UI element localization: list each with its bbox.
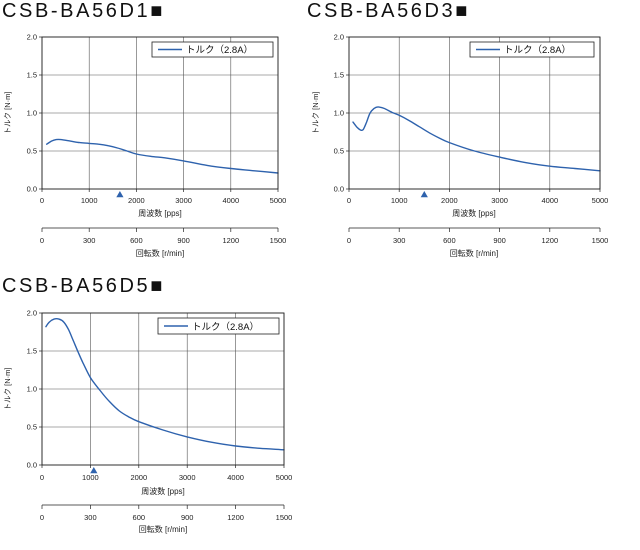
y-tick-label: 0.5 xyxy=(27,147,37,156)
plot-marks: 0.0 0.5 1.0 1.5 2.0 0 1000 2000 3000 4000 5000 0 300… xyxy=(27,309,293,522)
x-tick-label: 3000 xyxy=(491,196,508,205)
plot-frame xyxy=(41,36,279,190)
torque-curve xyxy=(45,318,285,451)
y-tick-label: 1.5 xyxy=(27,347,37,356)
x-tick-label: 0 xyxy=(347,196,351,205)
legend-label: トルク（2.8A） xyxy=(504,44,571,56)
x-tick-label: 0 xyxy=(40,473,44,482)
secondary-tick-label: 1500 xyxy=(592,236,609,245)
secondary-tick-label: 1200 xyxy=(541,236,558,245)
marker-triangle xyxy=(116,191,124,198)
x-tick-label: 4000 xyxy=(541,196,558,205)
plot-frame xyxy=(348,36,601,190)
marker-triangle xyxy=(90,467,98,474)
secondary-tick-label: 900 xyxy=(493,236,506,245)
y-tick-label: 0.5 xyxy=(334,147,344,156)
x-axis-label: 周波数 [pps] xyxy=(138,208,182,218)
secondary-tick-label: 900 xyxy=(177,236,190,245)
secondary-tick-label: 300 xyxy=(83,236,96,245)
legend-label: トルク（2.8A） xyxy=(192,321,259,333)
x-tick-label: 1000 xyxy=(391,196,408,205)
y-tick-label: 0.0 xyxy=(27,461,37,470)
x-tick-label: 5000 xyxy=(592,196,609,205)
legend: トルク（2.8A） xyxy=(469,41,595,58)
torque-curve xyxy=(352,106,601,172)
legend-label: トルク（2.8A） xyxy=(186,44,253,56)
y-tick-label: 0.5 xyxy=(27,423,37,432)
y-tick-label: 1.0 xyxy=(334,109,344,118)
secondary-tick-label: 1200 xyxy=(227,513,244,522)
chart-title: CSB-BA56D5■ xyxy=(2,275,165,297)
y-axis-label: トルク [N·m] xyxy=(3,92,12,135)
secondary-tick-label: 600 xyxy=(130,236,143,245)
secondary-tick-label: 0 xyxy=(40,236,44,245)
secondary-tick-label: 600 xyxy=(133,513,146,522)
x-axis-label: 周波数 [pps] xyxy=(452,208,496,218)
chart-csb-ba56d1: CSB-BA56D1■ 0.00.51.01.52.00 1000 2000 3000… xyxy=(2,0,286,258)
x-axis-label: 周波数 [pps] xyxy=(141,486,185,496)
x-tick-label: 2000 xyxy=(441,196,458,205)
x-tick-label: 5000 xyxy=(276,473,293,482)
secondary-axis-label: 回転数 [r/min] xyxy=(139,524,187,534)
x-tick-label: 2000 xyxy=(128,196,145,205)
legend: トルク（2.8A） xyxy=(151,41,274,58)
secondary-tick-label: 1500 xyxy=(276,513,293,522)
torque-curve xyxy=(46,138,279,174)
secondary-tick-label: 0 xyxy=(40,513,44,522)
y-tick-label: 2.0 xyxy=(27,309,37,318)
x-tick-label: 3000 xyxy=(179,473,196,482)
x-tick-label: 1000 xyxy=(81,196,98,205)
legend-box xyxy=(157,317,280,335)
y-tick-label: 1.5 xyxy=(27,71,37,80)
chart-title: CSB-BA56D1■ xyxy=(2,0,165,22)
y-axis-label: トルク [N·m] xyxy=(311,92,320,135)
legend-box xyxy=(469,41,595,58)
x-tick-label: 4000 xyxy=(227,473,244,482)
secondary-tick-label: 1500 xyxy=(270,236,287,245)
marker-triangle xyxy=(420,191,428,198)
y-tick-label: 0.0 xyxy=(334,185,344,194)
secondary-axis-label: 回転数 [r/min] xyxy=(450,248,498,258)
secondary-tick-label: 300 xyxy=(393,236,406,245)
plot-frame xyxy=(41,312,285,466)
secondary-tick-label: 0 xyxy=(347,236,351,245)
y-tick-label: 2.0 xyxy=(27,33,37,42)
legend: トルク（2.8A） xyxy=(157,317,280,335)
x-tick-label: 5000 xyxy=(270,196,287,205)
chart-csb-ba56d5: CSB-BA56D5■ 0.00.51.01.52.00 1000 2000 3000… xyxy=(2,275,292,534)
legend-box xyxy=(151,41,274,58)
y-tick-label: 1.0 xyxy=(27,385,37,394)
chart-title: CSB-BA56D3■ xyxy=(307,0,470,22)
x-tick-label: 4000 xyxy=(222,196,239,205)
y-tick-label: 0.0 xyxy=(27,185,37,194)
x-tick-label: 0 xyxy=(40,196,44,205)
secondary-tick-label: 300 xyxy=(84,513,97,522)
secondary-tick-label: 900 xyxy=(181,513,194,522)
chart-csb-ba56d3: CSB-BA56D3■ 0.00.51.01.52.00 1000 2000 3000… xyxy=(307,0,608,258)
x-tick-label: 3000 xyxy=(175,196,192,205)
secondary-axis-label: 回転数 [r/min] xyxy=(136,248,184,258)
y-axis-label: トルク [N·m] xyxy=(3,368,12,411)
y-tick-label: 2.0 xyxy=(334,33,344,42)
x-tick-label: 2000 xyxy=(130,473,147,482)
y-tick-label: 1.5 xyxy=(334,71,344,80)
x-tick-label: 1000 xyxy=(82,473,99,482)
y-tick-label: 1.0 xyxy=(27,109,37,118)
secondary-tick-label: 600 xyxy=(443,236,456,245)
secondary-tick-label: 1200 xyxy=(222,236,239,245)
